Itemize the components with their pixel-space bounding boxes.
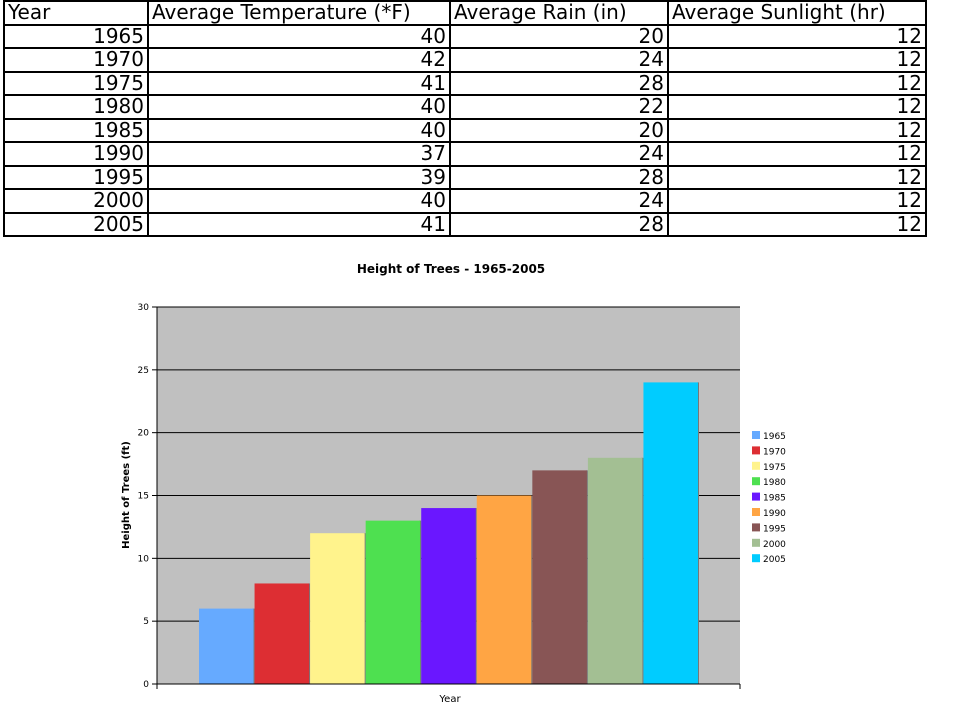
cell-year: 2000 xyxy=(3,188,149,214)
header-year: Year xyxy=(3,0,149,26)
cell-average-sunlight: 12 xyxy=(667,141,927,167)
cell-year: 1965 xyxy=(3,23,149,49)
table-body: 1965 40 20 12 1970 42 24 12 1975 41 28 12 1980 40 22 12… xyxy=(3,23,927,237)
legend-swatch-1970 xyxy=(752,446,760,455)
cell-average-temperature: 39 xyxy=(147,164,451,190)
header-average-sunlight: Average Sunlight (hr) xyxy=(667,0,927,26)
legend-label: 1995 xyxy=(763,524,786,534)
table-row: 2005 41 28 12 xyxy=(3,211,927,237)
table-header-row: Year Average Temperature (*F) Average Ra… xyxy=(3,0,927,26)
bar-shadow xyxy=(585,470,588,684)
cell-average-sunlight: 12 xyxy=(667,188,927,214)
legend-label: 1980 xyxy=(763,478,786,488)
y-tick-label: 5 xyxy=(143,617,149,627)
cell-year: 1985 xyxy=(3,117,149,143)
cell-average-rain: 28 xyxy=(449,211,669,237)
bar-2005 xyxy=(643,382,698,684)
bar-1970 xyxy=(254,583,310,684)
legend-swatch-1980 xyxy=(752,477,760,486)
cell-average-temperature: 41 xyxy=(147,70,451,96)
cell-average-temperature: 41 xyxy=(147,211,451,237)
cell-average-temperature: 40 xyxy=(147,188,451,214)
legend-swatch-1990 xyxy=(752,508,760,516)
table-row: 1965 40 20 12 xyxy=(3,23,927,49)
y-tick-label: 25 xyxy=(138,366,149,376)
cell-average-rain: 24 xyxy=(449,141,669,167)
legend-swatch-1985 xyxy=(752,492,760,501)
cell-average-rain: 20 xyxy=(449,117,669,143)
table-row: 1985 40 20 12 xyxy=(3,117,927,143)
legend-swatch-2000 xyxy=(752,538,760,547)
legend-swatch-1995 xyxy=(752,523,760,532)
cell-average-rain: 20 xyxy=(449,23,669,49)
legend-swatch-1965 xyxy=(752,431,760,439)
bar-1975 xyxy=(310,533,365,684)
cell-average-sunlight: 12 xyxy=(667,164,927,190)
cell-year: 1980 xyxy=(3,94,149,120)
axes: 0 5 10 15 20 25 30 xyxy=(138,303,741,690)
x-axis-label: Year xyxy=(438,694,461,705)
bar-1965 xyxy=(199,608,254,684)
table-row: 1970 42 24 12 xyxy=(3,47,927,73)
cell-average-sunlight: 12 xyxy=(667,211,927,237)
cell-average-rain: 28 xyxy=(449,164,669,190)
table-row: 2000 40 24 12 xyxy=(3,188,927,214)
legend-label: 1975 xyxy=(763,463,786,473)
cell-year: 2005 xyxy=(3,211,149,237)
header-average-temperature: Average Temperature (*F) xyxy=(147,0,451,26)
cell-average-temperature: 40 xyxy=(147,23,451,49)
bar-1980 xyxy=(365,520,421,684)
bar-2000 xyxy=(587,457,643,684)
legend-swatch-1975 xyxy=(752,461,760,470)
cell-average-temperature: 40 xyxy=(147,117,451,143)
chart-title: Height of Trees - 1965-2005 xyxy=(357,262,545,276)
table-row: 1995 39 28 12 xyxy=(3,164,927,190)
cell-average-sunlight: 12 xyxy=(667,117,927,143)
bar-1995 xyxy=(532,470,587,684)
cell-year: 1990 xyxy=(3,141,149,167)
y-axis-label: Height of Trees (ft) xyxy=(121,441,132,549)
table-row: 1990 37 24 12 xyxy=(3,141,927,167)
legend-label: 1990 xyxy=(763,509,786,519)
legend-label: 2000 xyxy=(763,540,786,550)
y-tick-label: 0 xyxy=(143,680,149,690)
bar-1985 xyxy=(421,508,476,684)
table-row: 1975 41 28 12 xyxy=(3,70,927,96)
cell-average-temperature: 37 xyxy=(147,141,451,167)
y-tick-label: 20 xyxy=(138,429,150,439)
climate-data-table-container: Year Average Temperature (*F) Average Ra… xyxy=(3,0,927,237)
y-tick-label: 15 xyxy=(138,492,149,502)
legend-label: 1985 xyxy=(763,494,786,504)
y-tick-label: 10 xyxy=(138,554,150,564)
cell-average-sunlight: 12 xyxy=(667,23,927,49)
climate-data-table: Year Average Temperature (*F) Average Ra… xyxy=(3,0,927,237)
legend: 1965 1970 1975 1980 1985 1990 1995 2000 2005 xyxy=(749,427,795,570)
bars xyxy=(199,382,699,684)
legend-swatch-2005 xyxy=(752,554,760,563)
y-tick-label: 30 xyxy=(138,303,150,313)
cell-year: 1995 xyxy=(3,164,149,190)
legend-label: 1965 xyxy=(763,432,786,442)
cell-average-rain: 24 xyxy=(449,188,669,214)
bar-1990 xyxy=(476,495,532,684)
cell-year: 1970 xyxy=(3,47,149,73)
legend-label: 2005 xyxy=(763,555,786,565)
legend-label: 1970 xyxy=(763,447,786,457)
